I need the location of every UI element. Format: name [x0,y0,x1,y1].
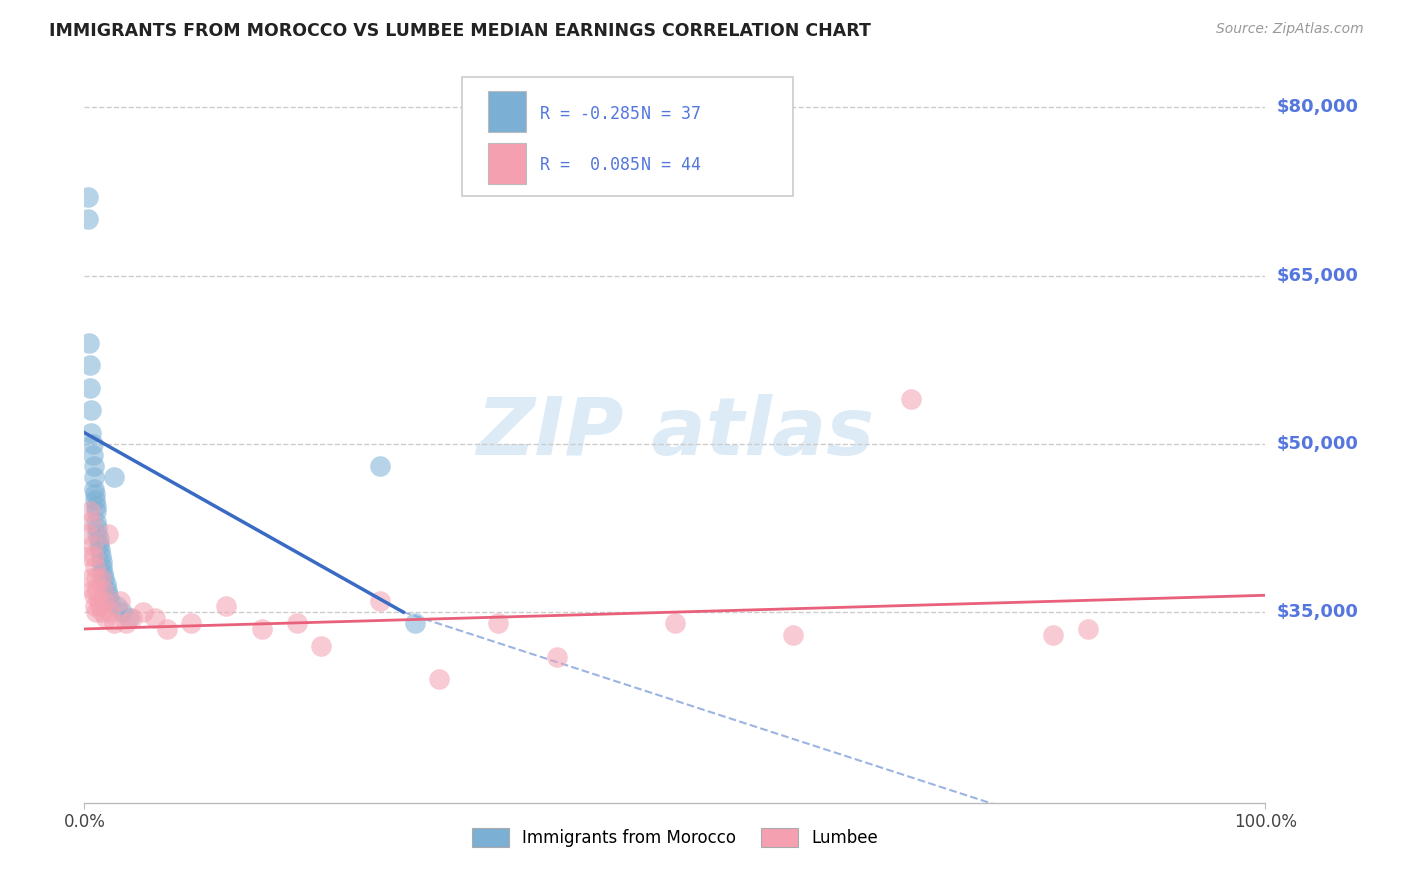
Text: N = 37: N = 37 [641,104,700,123]
Point [121,610,143,624]
Point [82,437,104,451]
Point [84,605,107,619]
Point [404,616,426,631]
Point [98,605,121,619]
Text: $65,000: $65,000 [1277,267,1358,285]
Point [82,582,104,597]
Point [97,588,120,602]
Point [215,599,238,614]
Point [80,425,103,440]
Text: ZIP atlas: ZIP atlas [475,393,875,472]
Point [118,610,141,624]
Point [84,487,107,501]
Point [1077,622,1099,636]
Point [782,627,804,641]
Point [83,588,105,602]
Point [309,639,332,653]
Point [111,605,134,619]
Point [91,560,114,574]
Point [91,566,114,580]
Point [79,381,101,395]
Point [83,459,105,474]
Point [84,499,107,513]
Point [77,549,100,563]
Point [114,616,136,631]
Point [180,616,202,631]
Point [90,571,112,585]
Point [250,622,273,636]
Point [80,516,103,530]
Point [79,359,101,373]
Point [86,526,108,541]
Point [82,448,104,462]
Point [94,577,117,591]
Point [156,622,179,636]
Point [77,335,100,350]
Point [83,470,105,484]
Legend: Immigrants from Morocco, Lumbee: Immigrants from Morocco, Lumbee [465,822,884,854]
Point [80,403,103,417]
Point [79,504,101,518]
Point [84,516,107,530]
Point [103,470,125,484]
Point [93,571,115,585]
Text: $80,000: $80,000 [1277,98,1358,116]
Point [285,616,308,631]
Point [900,392,922,406]
Point [108,594,131,608]
Point [664,616,686,631]
Text: $35,000: $35,000 [1277,603,1358,621]
Text: Source: ZipAtlas.com: Source: ZipAtlas.com [1216,22,1364,37]
Point [77,212,100,227]
Point [96,582,118,597]
Point [103,616,125,631]
Text: $50,000: $50,000 [1277,434,1358,453]
FancyBboxPatch shape [463,78,793,195]
Point [89,543,111,558]
Point [80,571,103,585]
Point [427,673,450,687]
Point [77,190,100,204]
Point [91,582,114,597]
Point [91,555,114,569]
Bar [488,91,526,132]
Point [107,599,129,614]
Point [1042,627,1064,641]
Text: IMMIGRANTS FROM MOROCCO VS LUMBEE MEDIAN EARNINGS CORRELATION CHART: IMMIGRANTS FROM MOROCCO VS LUMBEE MEDIAN… [49,22,872,40]
Point [84,599,107,614]
Text: R =  0.085: R = 0.085 [540,156,640,175]
Point [87,538,110,552]
Point [143,610,166,624]
Point [83,482,105,496]
Point [87,532,110,546]
Point [94,610,117,624]
Point [86,521,108,535]
Point [91,605,114,619]
Point [97,526,120,541]
Point [132,605,155,619]
Point [98,594,121,608]
Bar [488,143,526,184]
Point [84,504,107,518]
Point [368,459,391,474]
Point [84,492,107,507]
Text: N = 44: N = 44 [641,156,700,175]
Point [82,538,104,552]
Point [486,616,509,631]
Point [84,560,107,574]
Point [93,594,115,608]
Point [546,650,568,665]
Point [83,549,105,563]
Point [90,549,112,563]
Point [368,594,391,608]
Point [86,582,108,597]
Text: R = -0.285: R = -0.285 [540,104,640,123]
Point [89,599,111,614]
Point [84,571,107,585]
Point [77,526,100,541]
Point [87,594,110,608]
